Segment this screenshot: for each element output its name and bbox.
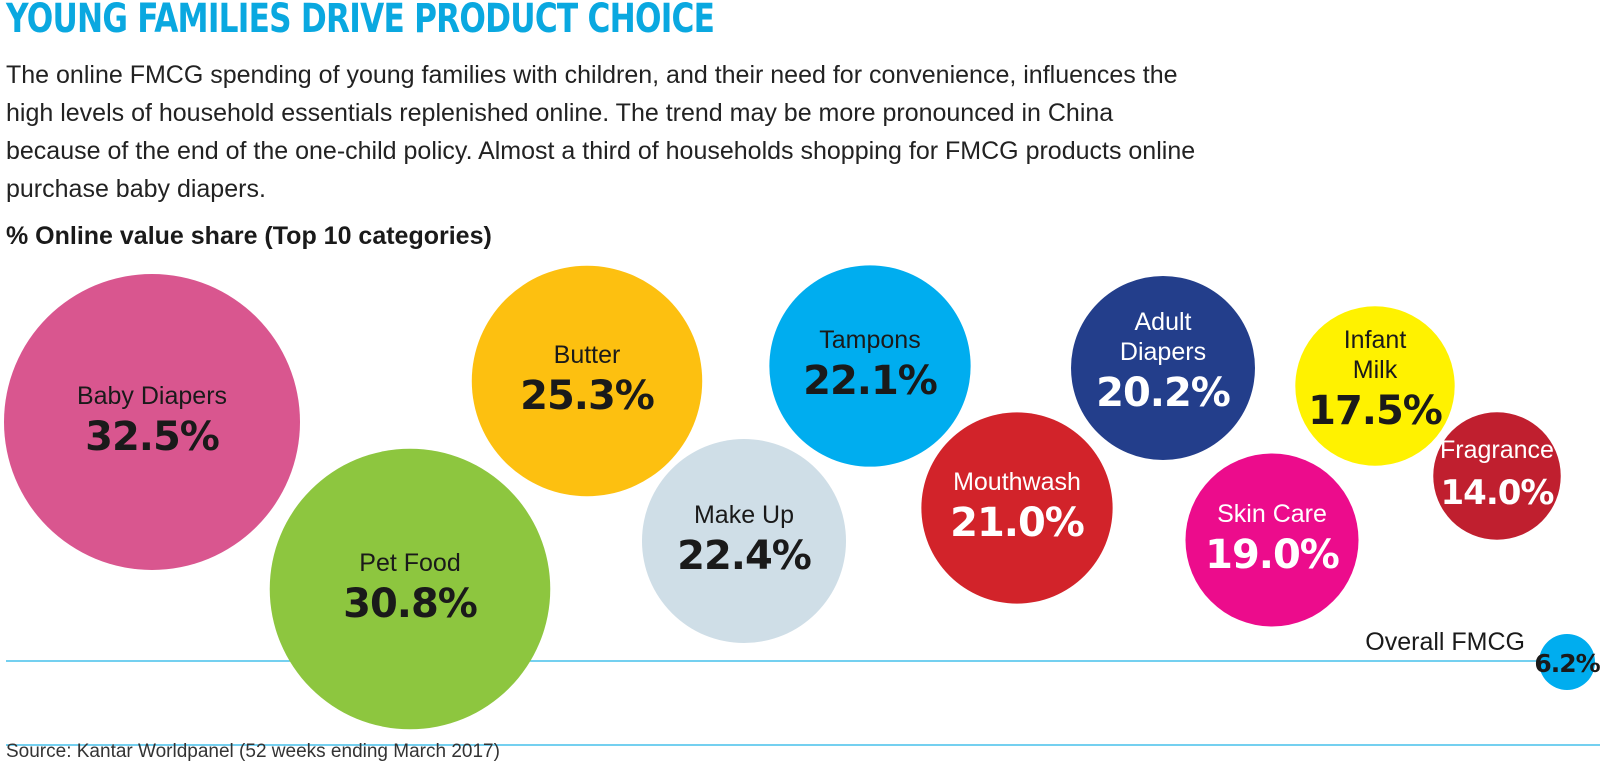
bubble-category-label: Pet Food [359,549,460,577]
bubble-category-label: Baby Diapers [77,382,227,410]
bubble-pet-food [269,448,551,730]
bubble-adult-diapers [1071,276,1255,460]
bubble-value-label: 20.2% [1096,370,1230,416]
chart-subtitle: % Online value share (Top 10 categories) [6,222,492,250]
reference-value-label: 6.2% [1534,649,1600,678]
bubble-category-label: Butter [554,341,621,369]
bubble-category-label: Milk [1353,356,1398,384]
bubble-value-label: 17.5% [1308,388,1442,434]
bubble-category-label: Adult [1135,308,1192,336]
bubble-category-label: Tampons [819,326,920,354]
bubble-value-label: 30.8% [343,581,477,627]
bubble-category-label: Fragrance [1440,436,1554,464]
bubble-value-label: 22.4% [677,533,811,579]
bubble-value-label: 21.0% [950,500,1084,546]
bubble-tampons [769,265,971,467]
bubble-baby-diapers [4,274,300,570]
bubble-category-label: Infant [1344,326,1407,354]
intro-paragraph: The online FMCG spending of young famili… [6,61,1196,203]
chart-title: YOUNG FAMILIES DRIVE PRODUCT CHOICE [6,0,715,42]
bubble-value-label: 32.5% [85,414,219,460]
bubble-skin-care [1185,453,1359,627]
bubble-mouthwash [921,412,1113,604]
bubble-infant-milk [1295,306,1455,466]
bubble-butter [471,265,703,497]
bubble-make-up [641,438,847,644]
bubble-fragrance [1433,412,1561,540]
reference-bubble [1539,634,1595,690]
bubble-value-label: 14.0% [1441,473,1554,513]
bubble-value-label: 25.3% [520,373,654,419]
bubble-category-label: Diapers [1120,338,1206,366]
bubble-category-label: Skin Care [1217,500,1327,528]
bubble-value-label: 22.1% [803,358,937,404]
reference-name: Overall FMCG [1365,628,1525,656]
bubble-category-label: Make Up [694,501,794,529]
bubble-category-label: Mouthwash [953,468,1081,496]
source-note: Source: Kantar Worldpanel (52 weeks endi… [6,741,500,762]
bubble-value-label: 19.0% [1205,532,1339,578]
